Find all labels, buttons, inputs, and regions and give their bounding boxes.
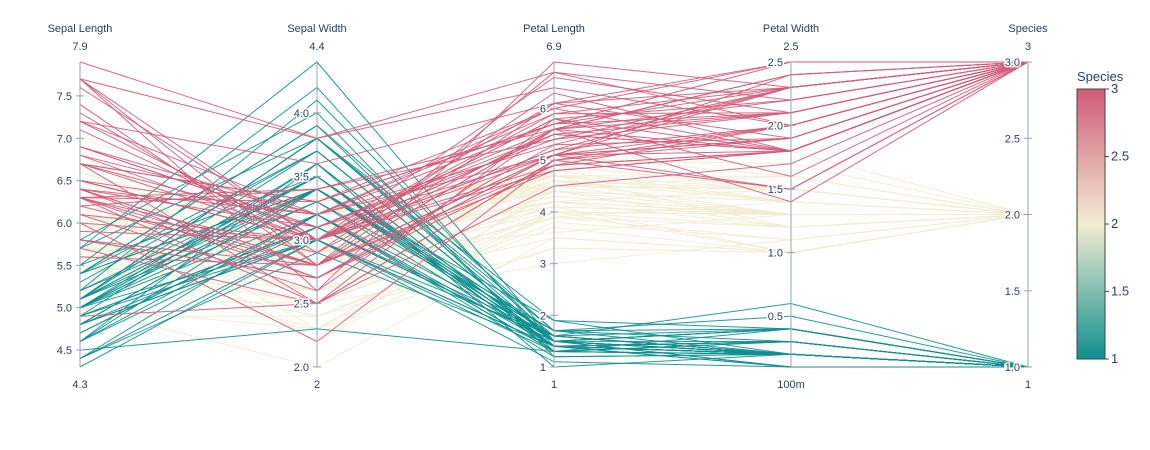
axis-tick-label: 6.0 bbox=[57, 218, 72, 230]
axis-tick-label: 6 bbox=[540, 104, 546, 116]
axis-tick-label: 5.0 bbox=[57, 303, 72, 315]
axis-tick-label: 4 bbox=[540, 207, 546, 219]
axis-range-max: 2.5 bbox=[783, 41, 798, 53]
colorbar-tick-label: 3 bbox=[1111, 81, 1118, 96]
axis-range-min: 1 bbox=[1025, 379, 1031, 391]
axis-tick-label: 1.0 bbox=[1005, 362, 1020, 374]
axis-range-max: 6.9 bbox=[546, 41, 561, 53]
axis-tick-label: 2.5 bbox=[768, 57, 783, 69]
axis-tick-label: 4.5 bbox=[57, 345, 72, 357]
axis-tick-label: 0.5 bbox=[768, 311, 783, 323]
axis-0: 4.5 5.0 5.5 6.0 6.5 7.0 7.5 Sepal Length 7.9 4.3 bbox=[48, 23, 113, 391]
axis-tick-label: 2.0 bbox=[768, 121, 783, 133]
axis-tick-label: 7.5 bbox=[57, 91, 72, 103]
axis-1: 2.0 2.5 3.0 3.5 4.0 Sepal Width 4.4 2 bbox=[287, 23, 346, 391]
axis-tick-label: 3 bbox=[540, 259, 546, 271]
colorbar-tick-label: 2 bbox=[1111, 216, 1118, 231]
axis-tick-label: 1.0 bbox=[768, 248, 783, 260]
axis-range-min: 2 bbox=[314, 379, 320, 391]
axis-tick-label: 3.0 bbox=[1005, 57, 1020, 69]
axis-3: 0.5 1.0 1.5 2.0 2.5 Petal Width 2.5 100m bbox=[763, 23, 819, 391]
axis-title: Sepal Length bbox=[48, 23, 113, 35]
axis-title: Petal Width bbox=[763, 23, 819, 35]
axis-range-min: 4.3 bbox=[72, 379, 87, 391]
axis-tick-label: 2 bbox=[540, 310, 546, 322]
axis-tick-label: 2.5 bbox=[294, 298, 309, 310]
colorbar-tick-label: 1 bbox=[1111, 351, 1118, 366]
axes-layer: 4.5 5.0 5.5 6.0 6.5 7.0 7.5 Sepal Length 7.9 4.3 2… bbox=[48, 23, 1048, 391]
colorbar-tick-label: 2.5 bbox=[1111, 149, 1129, 164]
axis-tick-label: 2.5 bbox=[1005, 133, 1020, 145]
axis-title: Species bbox=[1008, 23, 1048, 35]
colorbar-title: Species bbox=[1077, 69, 1124, 84]
colorbar-gradient bbox=[1076, 88, 1106, 360]
axis-tick-label: 1.5 bbox=[1005, 286, 1020, 298]
axis-range-min: 100m bbox=[777, 379, 805, 391]
axis-title: Petal Length bbox=[523, 23, 585, 35]
axis-tick-label: 7.0 bbox=[57, 133, 72, 145]
axis-tick-label: 5.5 bbox=[57, 260, 72, 272]
axis-tick-label: 6.5 bbox=[57, 176, 72, 188]
axis-tick-label: 2.0 bbox=[1005, 210, 1020, 222]
axis-range-max: 7.9 bbox=[72, 41, 87, 53]
axis-range-max: 4.4 bbox=[309, 41, 324, 53]
axis-tick-label: 3.5 bbox=[294, 171, 309, 183]
colorbar-tick-label: 1.5 bbox=[1111, 284, 1129, 299]
axis-4: 1.0 1.5 2.0 2.5 3.0 Species 3 1 bbox=[1003, 23, 1048, 391]
axis-tick-label: 3.0 bbox=[294, 235, 309, 247]
axis-range-min: 1 bbox=[551, 379, 557, 391]
axis-tick-label: 1 bbox=[540, 362, 546, 374]
axis-title: Sepal Width bbox=[287, 23, 346, 35]
axis-tick-label: 2.0 bbox=[294, 362, 309, 374]
axis-tick-label: 5 bbox=[540, 155, 546, 167]
axis-tick-label: 1.5 bbox=[768, 184, 783, 196]
axis-range-max: 3 bbox=[1025, 41, 1031, 53]
axis-2: 1 2 3 4 5 6 Petal Length 6.9 1 bbox=[523, 23, 585, 391]
colorbar: Species 1 1.5 2 2.5 3 bbox=[1076, 69, 1129, 366]
axis-tick-label: 4.0 bbox=[294, 108, 309, 120]
